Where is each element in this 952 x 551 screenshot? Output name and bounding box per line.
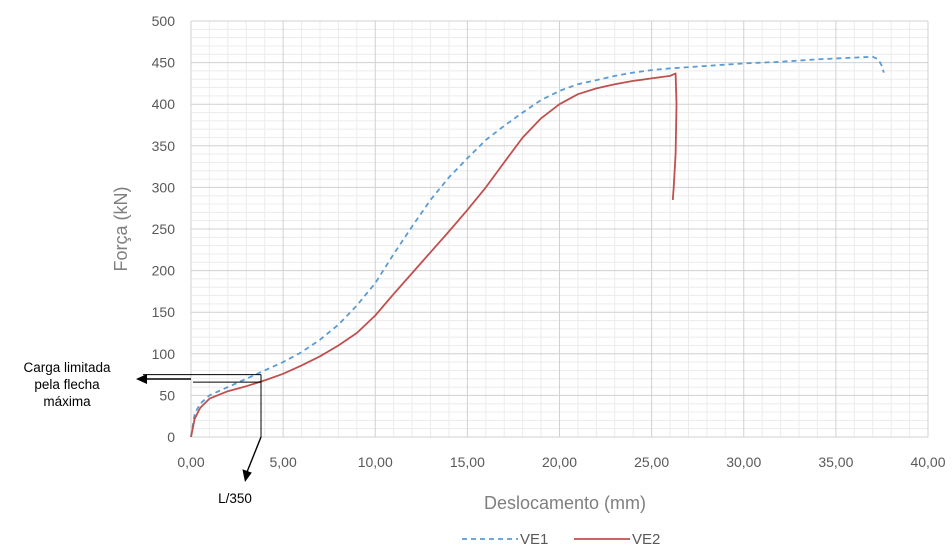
legend-label-ve2: VE2: [632, 531, 660, 546]
deflection-arrow-head: [242, 469, 252, 482]
x-tick-label: 0,00: [177, 454, 204, 470]
y-axis-title: Força (kN): [111, 187, 131, 272]
y-tick-label: 150: [152, 304, 176, 320]
load-arrow-head: [136, 374, 147, 384]
annotations: Carga limitada pela flecha máxima L/350: [23, 360, 262, 506]
x-tick-label: 20,00: [542, 454, 577, 470]
series-ve2-line: [190, 72, 678, 438]
x-axis-title: Deslocamento (mm): [484, 493, 646, 513]
y-tick-label: 400: [152, 96, 176, 112]
legend: VE1 VE2: [462, 531, 660, 548]
y-tick-label: 200: [152, 263, 176, 279]
y-tick-label: 0: [167, 429, 175, 445]
y-tick-label: 50: [159, 387, 175, 403]
x-tick-label: 40,00: [910, 454, 945, 470]
legend-label-ve1: VE1: [520, 531, 548, 546]
y-tick-label: 100: [152, 346, 176, 362]
grid: [190, 20, 929, 438]
load-limit-label-line: pela flecha: [34, 377, 100, 392]
y-tick-label: 500: [152, 13, 176, 29]
x-tick-label: 5,00: [270, 454, 297, 470]
deflection-arrow-shaft: [246, 436, 262, 473]
x-tick-label: 10,00: [358, 454, 393, 470]
series-ve1-line: [190, 55, 885, 438]
x-tick-label: 35,00: [818, 454, 853, 470]
load-limit-label-line: máxima: [43, 394, 91, 409]
deflection-label: L/350: [218, 491, 252, 506]
y-tick-label: 450: [152, 55, 176, 71]
x-tick-label: 25,00: [634, 454, 669, 470]
x-tick-label: 30,00: [726, 454, 761, 470]
tick-labels: 0,00 5,00 10,00 15,00 20,00 25,00 30,00 35,00 40…: [152, 13, 946, 470]
y-tick-label: 300: [152, 179, 176, 195]
x-tick-label: 15,00: [450, 454, 485, 470]
load-limit-label-line: Carga limitada: [23, 360, 111, 375]
y-tick-label: 250: [152, 221, 176, 237]
y-tick-label: 350: [152, 138, 176, 154]
series-lines: [190, 55, 885, 438]
